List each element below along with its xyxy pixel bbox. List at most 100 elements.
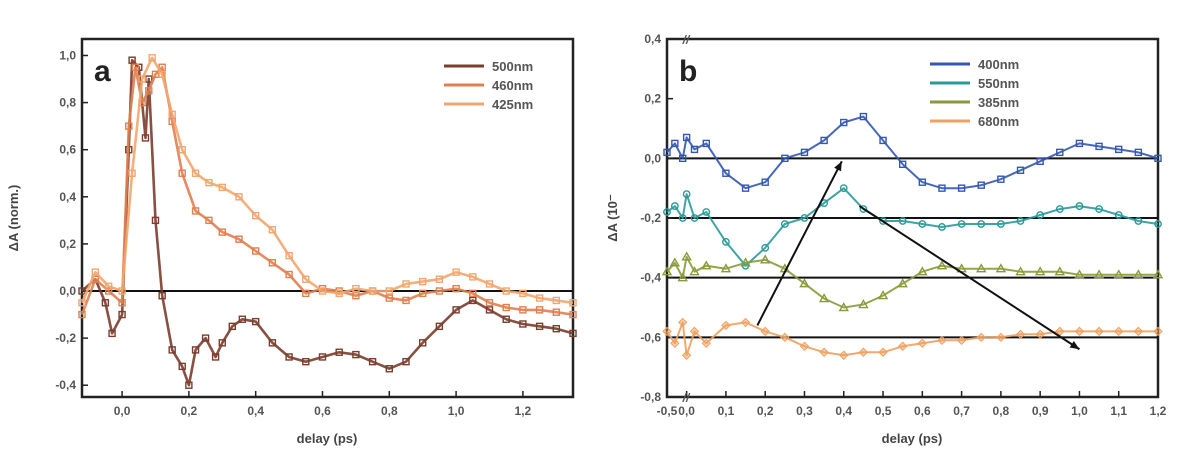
x-tick-label: 0,4 bbox=[247, 404, 264, 418]
data-point bbox=[957, 220, 966, 228]
x-tick-label: 1,0 bbox=[1071, 404, 1088, 418]
data-point bbox=[678, 214, 687, 222]
data-point bbox=[211, 353, 220, 361]
data-point bbox=[1016, 166, 1025, 174]
data-point bbox=[701, 260, 712, 270]
data-point bbox=[141, 134, 150, 142]
data-point bbox=[1115, 145, 1123, 154]
data-point bbox=[1015, 329, 1026, 340]
data-point bbox=[761, 178, 769, 186]
x-tick-label: 0,6 bbox=[314, 404, 331, 418]
data-point bbox=[178, 169, 186, 177]
data-point bbox=[898, 160, 907, 169]
data-point bbox=[937, 335, 947, 346]
x-tick-label: 1,1 bbox=[1110, 404, 1127, 418]
data-point bbox=[977, 220, 986, 228]
data-point bbox=[1094, 326, 1104, 337]
data-point bbox=[128, 56, 136, 64]
data-point bbox=[720, 263, 732, 273]
data-point bbox=[721, 320, 731, 331]
data-point bbox=[741, 184, 750, 192]
data-point bbox=[917, 266, 928, 276]
data-point bbox=[218, 183, 226, 192]
data-point bbox=[858, 347, 869, 357]
data-point bbox=[402, 357, 410, 366]
data-point bbox=[1075, 139, 1084, 148]
data-point bbox=[318, 287, 327, 295]
data-point bbox=[681, 350, 692, 360]
data-point bbox=[552, 296, 560, 305]
data-point bbox=[840, 118, 848, 127]
data-point bbox=[760, 326, 770, 337]
data-point bbox=[1095, 205, 1103, 213]
data-point bbox=[839, 184, 848, 193]
data-point bbox=[781, 154, 789, 163]
data-point bbox=[1015, 266, 1026, 276]
data-point bbox=[469, 296, 477, 305]
y-tick-label: 0,4 bbox=[59, 190, 76, 204]
x-tick-label: 1,0 bbox=[448, 404, 465, 418]
data-point bbox=[780, 220, 789, 228]
legend-label: 385nm bbox=[978, 95, 1019, 110]
legend-label: 500nm bbox=[492, 59, 533, 74]
data-point bbox=[690, 145, 699, 154]
data-point bbox=[1074, 326, 1085, 337]
data-point bbox=[701, 338, 711, 349]
data-point bbox=[897, 278, 908, 288]
data-point bbox=[452, 284, 460, 293]
data-point bbox=[1093, 269, 1105, 279]
data-point bbox=[352, 284, 360, 293]
data-point bbox=[485, 280, 494, 288]
data-point bbox=[897, 341, 908, 351]
arrow-head bbox=[1069, 340, 1080, 350]
data-point bbox=[1154, 154, 1162, 163]
data-point bbox=[285, 251, 293, 260]
annotation-arrow bbox=[756, 160, 843, 326]
data-point bbox=[878, 347, 888, 357]
data-point bbox=[1153, 326, 1163, 337]
data-point bbox=[759, 254, 771, 264]
x-tick-label: 0,0 bbox=[678, 404, 695, 418]
y-tick-label: -0,2 bbox=[55, 331, 76, 345]
data-point bbox=[418, 289, 427, 298]
x-tick-label: 1,2 bbox=[1150, 404, 1167, 418]
data-point bbox=[485, 306, 494, 314]
data-point bbox=[682, 190, 691, 199]
data-point bbox=[1134, 217, 1143, 225]
data-point bbox=[535, 306, 544, 314]
data-point bbox=[938, 184, 946, 192]
data-point bbox=[178, 362, 186, 371]
data-point bbox=[78, 287, 86, 295]
legend-label: 400nm bbox=[978, 57, 1019, 72]
data-point bbox=[938, 223, 946, 231]
data-point bbox=[285, 353, 293, 361]
data-point bbox=[1152, 269, 1164, 279]
data-point bbox=[997, 175, 1005, 183]
data-point bbox=[689, 266, 700, 276]
data-point bbox=[402, 296, 410, 305]
data-point bbox=[800, 214, 809, 222]
data-point bbox=[877, 290, 889, 300]
data-point bbox=[996, 220, 1005, 228]
chart-panel-a: 0,0 0,2 0,4 0,6 0,8 1,0 1,2 1,0 0,8 0,6 0,4 0,2 0,0 -… bbox=[6, 37, 577, 446]
data-point bbox=[435, 287, 444, 295]
data-point bbox=[799, 341, 810, 351]
data-point bbox=[418, 277, 427, 286]
chart-panel-b: -0,5 0,0 0,1 0,2 0,3 0,4 0,5 0,6 0,7 0,8 0,9 1,0 1,1… bbox=[605, 32, 1167, 446]
data-point bbox=[105, 287, 113, 295]
data-point bbox=[335, 289, 343, 298]
x-tick-label: 0,3 bbox=[796, 404, 813, 418]
x-axis-label: delay (ps) bbox=[297, 431, 358, 446]
arrow-head bbox=[834, 161, 842, 172]
data-point bbox=[552, 308, 560, 316]
data-point bbox=[678, 317, 688, 328]
data-point bbox=[168, 346, 176, 354]
data-point bbox=[977, 181, 985, 189]
data-point bbox=[858, 299, 869, 309]
data-point bbox=[1154, 220, 1162, 228]
data-point bbox=[235, 235, 243, 243]
y-axis-label: ΔA (norm.) bbox=[6, 185, 21, 252]
data-point bbox=[205, 178, 213, 187]
data-point bbox=[918, 220, 927, 228]
data-point bbox=[218, 228, 226, 236]
